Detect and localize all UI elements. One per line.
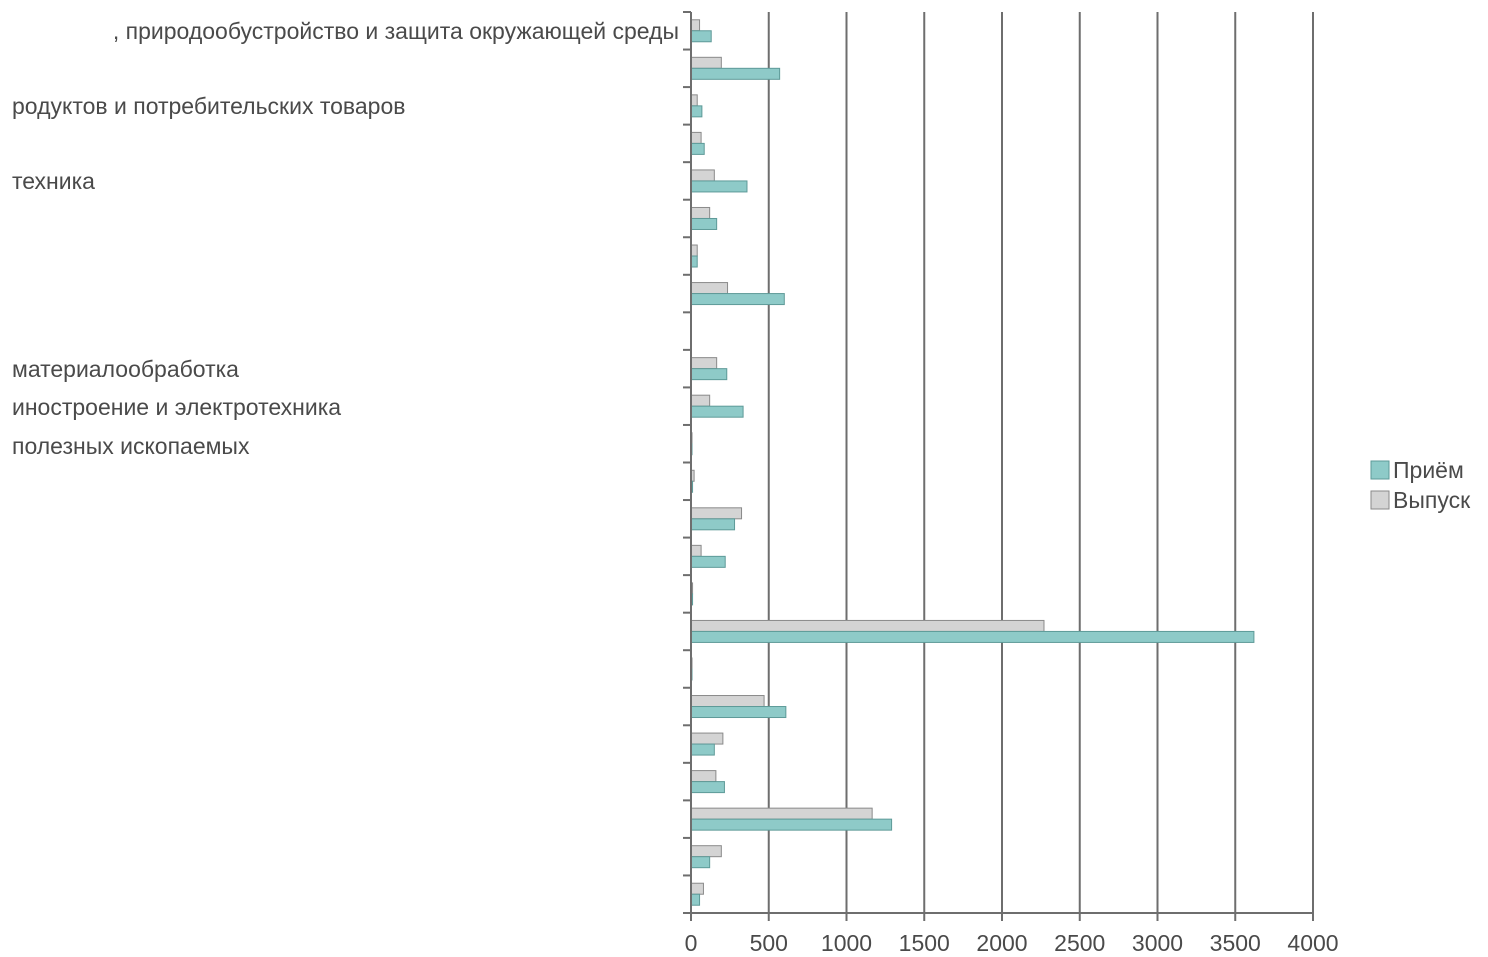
x-tick-label-2500: 2500 (1054, 930, 1105, 956)
category-labels: , природообустройство и защита окружающе… (12, 18, 679, 459)
bar-priem-5 (690, 217, 718, 230)
bar-priem-21 (690, 818, 893, 831)
bar-vypusk-5 (690, 206, 711, 219)
axes (683, 11, 1314, 921)
x-tick-labels: 0 500 1000 1500 2000 2500 3000 3500 4000 (685, 930, 1339, 956)
bar-priem-14 (690, 555, 726, 568)
bar-priem-19 (690, 743, 715, 756)
legend-vypusk-label: Выпуск (1393, 487, 1471, 513)
bar-vypusk-20 (690, 770, 717, 783)
bar-priem-3 (690, 142, 705, 155)
legend-priem-swatch (1370, 460, 1390, 480)
bar-vypusk-22 (690, 845, 722, 858)
category-label-9: материалообработка (12, 356, 239, 382)
legend-vypusk-swatch (1370, 490, 1390, 510)
x-tick-label-1000: 1000 (821, 930, 872, 956)
bar-vypusk-1 (690, 56, 722, 69)
category-label-10: иностроение и электротехника (12, 394, 341, 420)
bar-priem-4 (690, 180, 748, 193)
bar-priem-23 (690, 893, 701, 906)
bar-vypusk-23 (690, 882, 704, 895)
bar-priem-20 (690, 781, 725, 794)
category-label-4: техника (12, 168, 95, 194)
bar-vypusk-3 (690, 131, 702, 144)
bar-vypusk-4 (690, 169, 715, 182)
x-tick-label-0: 0 (685, 930, 698, 956)
bars (690, 19, 1255, 906)
category-label-11: полезных ископаемых (12, 433, 250, 459)
legend: Приём Выпуск (1370, 457, 1471, 513)
bar-priem-13 (690, 518, 736, 531)
x-tick-label-4000: 4000 (1287, 930, 1338, 956)
bar-priem-1 (690, 67, 781, 80)
legend-priem-label: Приём (1393, 457, 1464, 483)
bar-vypusk-16 (690, 619, 1045, 632)
x-tick-label-2000: 2000 (976, 930, 1027, 956)
bar-vypusk-13 (690, 507, 743, 520)
bar-priem-7 (690, 293, 785, 306)
x-tick-label-500: 500 (750, 930, 788, 956)
bar-vypusk-21 (690, 807, 873, 820)
x-tick-label-3500: 3500 (1210, 930, 1261, 956)
bar-priem-18 (690, 706, 787, 719)
bar-vypusk-14 (690, 544, 702, 557)
bar-vypusk-10 (690, 394, 711, 407)
bar-priem-0 (690, 30, 712, 43)
bar-vypusk-18 (690, 695, 765, 708)
x-tick-label-3000: 3000 (1132, 930, 1183, 956)
x-tick-label-1500: 1500 (899, 930, 950, 956)
bar-vypusk-19 (690, 732, 724, 745)
category-label-0: , природообустройство и защита окружающе… (113, 18, 679, 44)
gridlines (767, 12, 1314, 913)
bar-vypusk-9 (690, 357, 718, 370)
bar-vypusk-0 (690, 19, 701, 32)
category-label-2: родуктов и потребительских товаров (12, 93, 405, 119)
bar-vypusk-7 (690, 282, 729, 295)
bar-priem-16 (690, 630, 1255, 643)
bar-priem-9 (690, 368, 728, 381)
bar-priem-2 (690, 105, 703, 118)
bar-priem-10 (690, 405, 744, 418)
bar-priem-22 (690, 856, 711, 869)
